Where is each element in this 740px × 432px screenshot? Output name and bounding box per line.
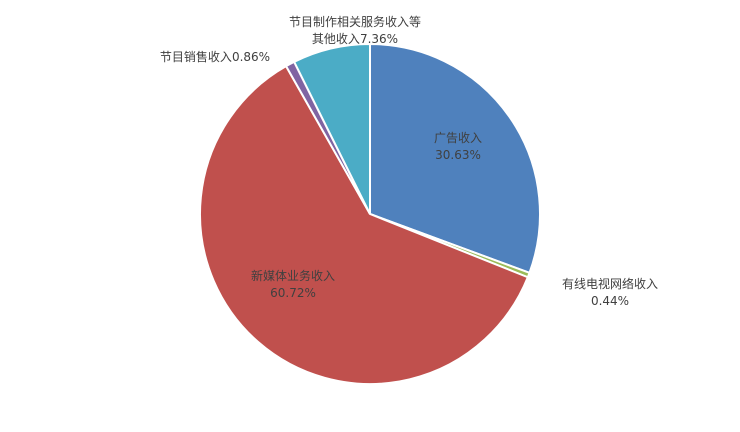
slice-label: 有线电视网络收入 0.44% (545, 276, 675, 310)
slice-label: 节目制作相关服务收入等其他收入7.36% (285, 14, 425, 48)
pie-slice (369, 42, 541, 275)
category-label: 节目销售收入 (159, 50, 232, 64)
value-label: 30.63% (435, 148, 481, 162)
value-label: 0.86% (231, 50, 271, 64)
value-label: 0.44% (590, 294, 630, 308)
value-label: 60.72% (270, 286, 316, 300)
category-label: 节目制作相关服务收入等其他收入 (288, 15, 421, 46)
slice-label: 新媒体业务收入 60.72% (233, 268, 353, 302)
value-label: 7.36% (359, 32, 399, 46)
pie-slice (292, 42, 371, 215)
pie-slice (199, 64, 530, 385)
category-label: 广告收入 (433, 131, 482, 145)
category-label: 有线电视网络收入 (561, 277, 658, 291)
slice-label: 节目销售收入0.86% (140, 49, 290, 66)
slice-label: 广告收入 30.63% (418, 130, 498, 164)
category-label: 新媒体业务收入 (250, 269, 335, 283)
